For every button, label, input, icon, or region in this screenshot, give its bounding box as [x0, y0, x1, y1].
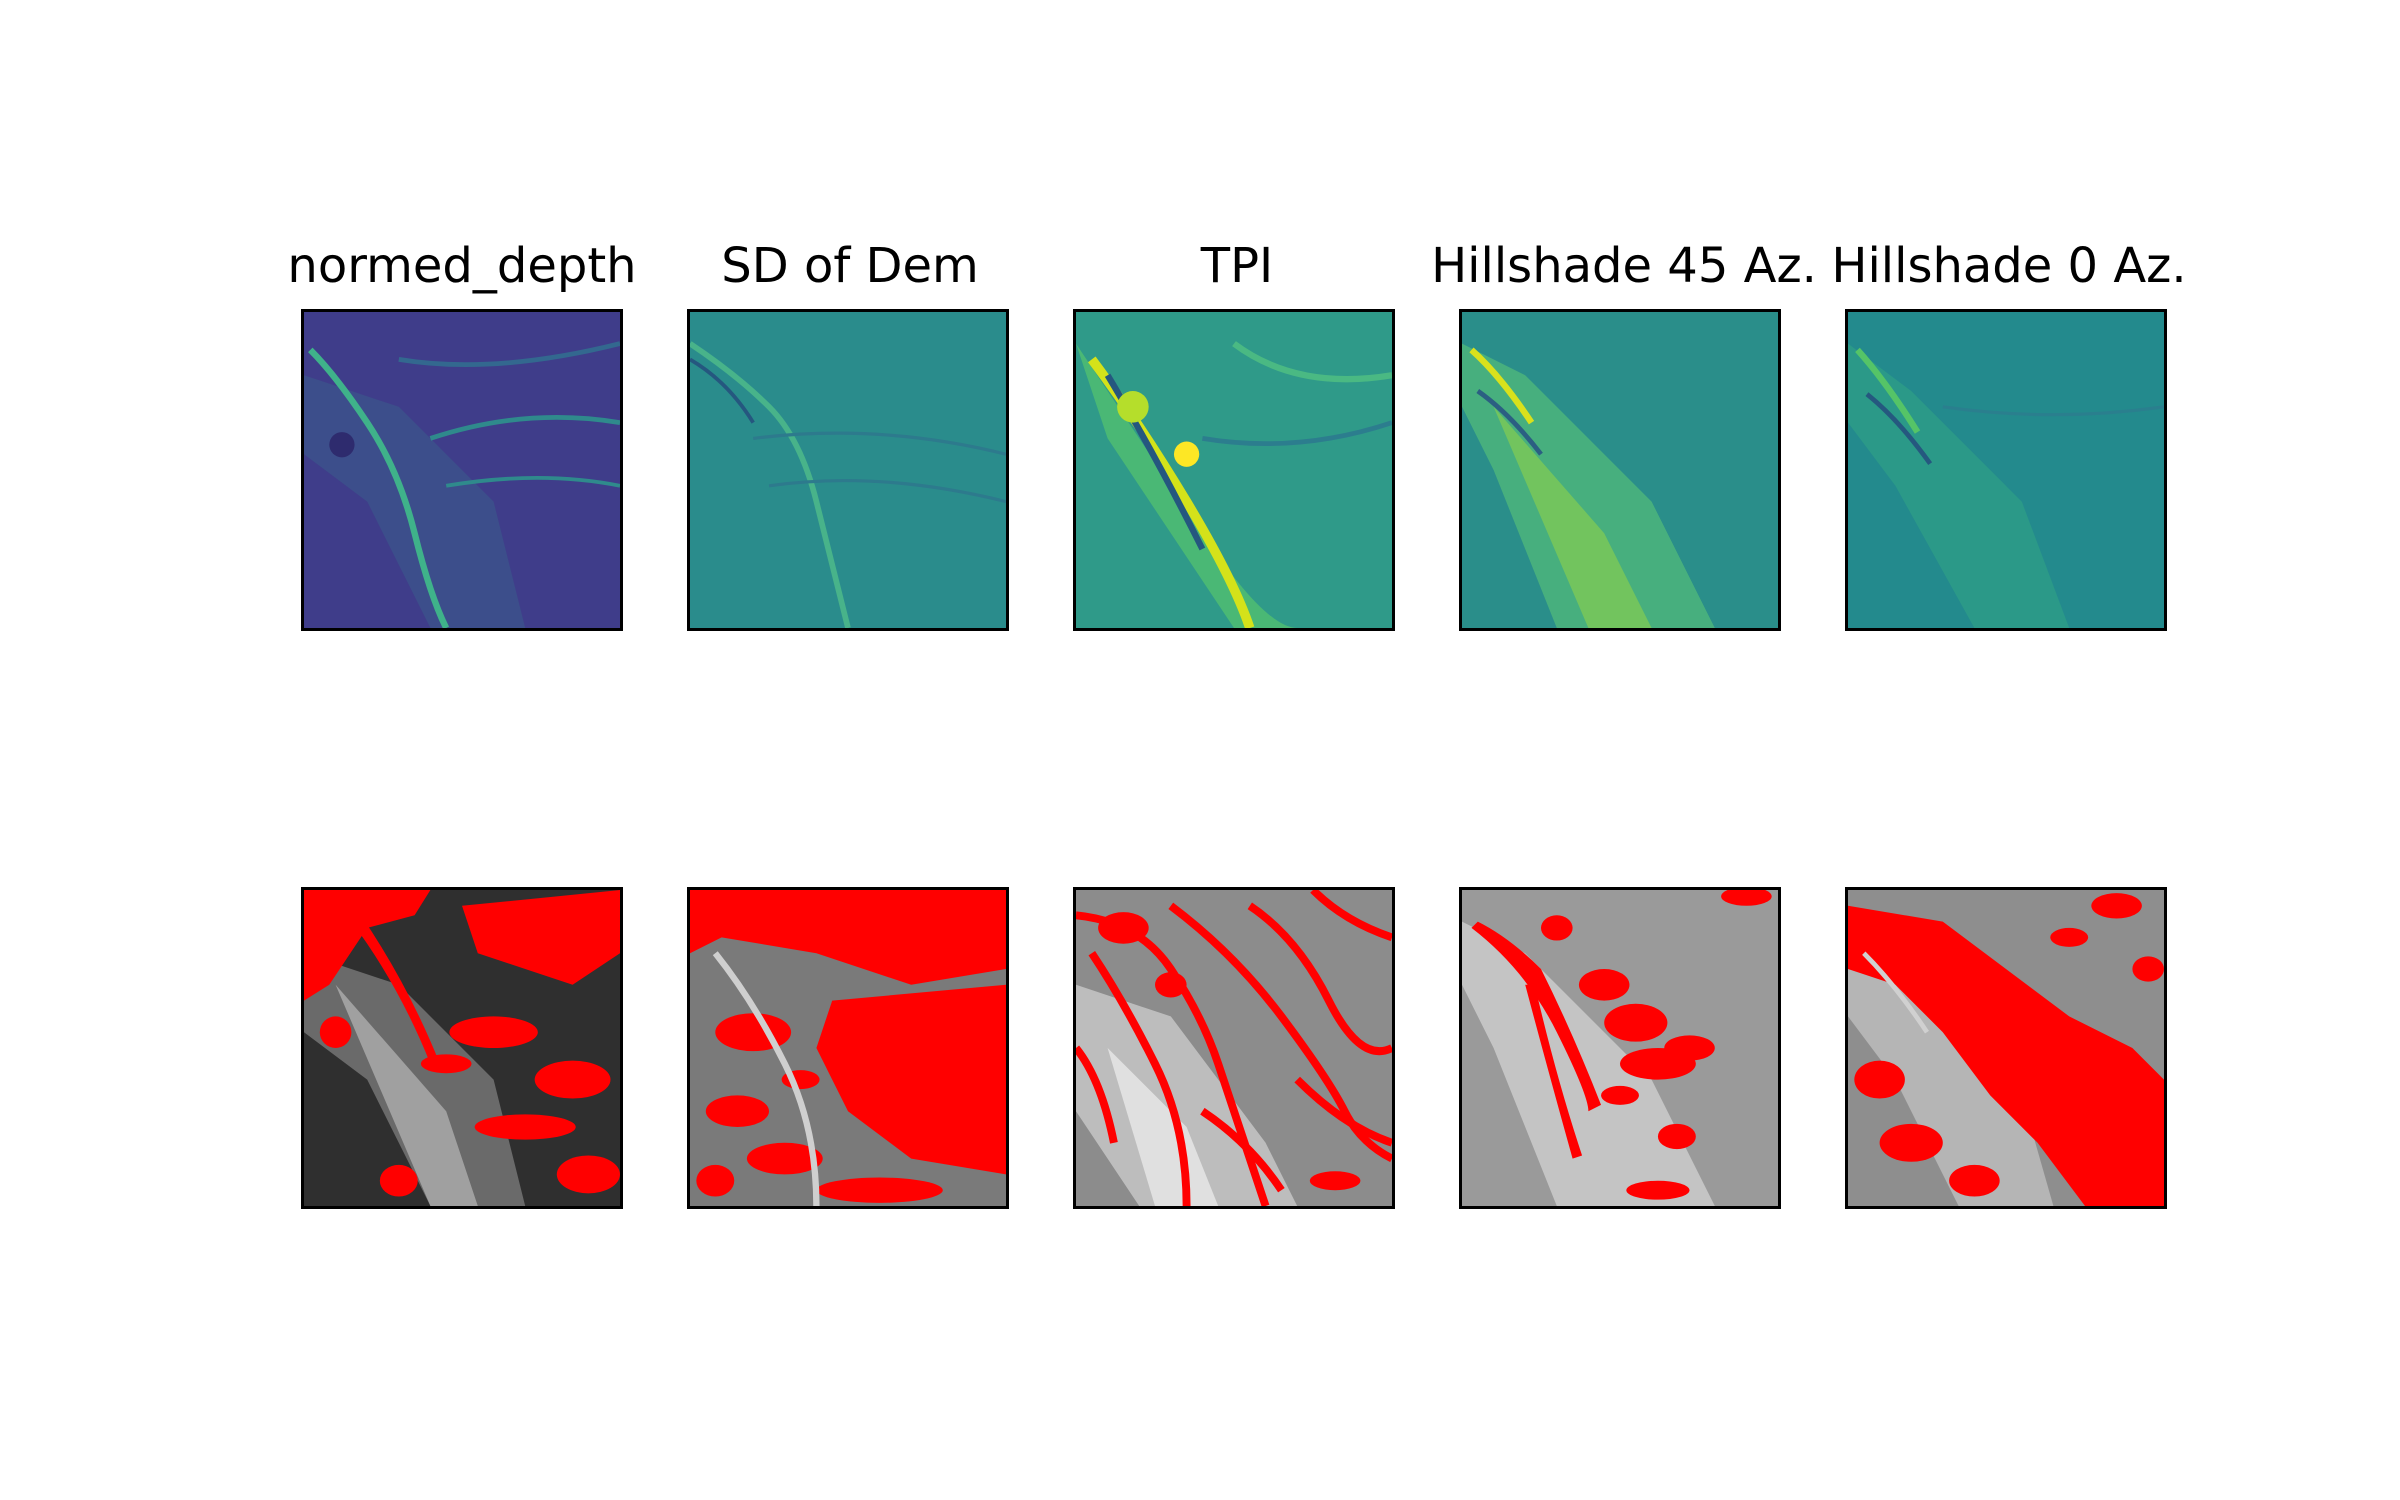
- panel-hillshade-0-overlay: [1845, 887, 2167, 1209]
- panel-normed-depth: [301, 309, 623, 631]
- panel-hillshade-0: [1845, 309, 2167, 631]
- panel-hillshade-45-overlay: [1459, 887, 1781, 1209]
- panel-normed-depth-overlay: [301, 887, 623, 1209]
- title-tpi: TPI: [1200, 238, 1274, 294]
- panel-sd-of-dem-overlay: [687, 887, 1009, 1209]
- panel-tpi: [1073, 309, 1395, 631]
- panel-sd-of-dem: [687, 309, 1009, 631]
- title-sd-of-dem: SD of Dem: [721, 238, 979, 294]
- panel-hillshade-45: [1459, 309, 1781, 631]
- title-normed-depth: normed_depth: [287, 238, 637, 294]
- title-hillshade-45: Hillshade 45 Az.: [1431, 238, 1817, 294]
- title-hillshade-0: Hillshade 0 Az.: [1831, 238, 2187, 294]
- panel-tpi-overlay: [1073, 887, 1395, 1209]
